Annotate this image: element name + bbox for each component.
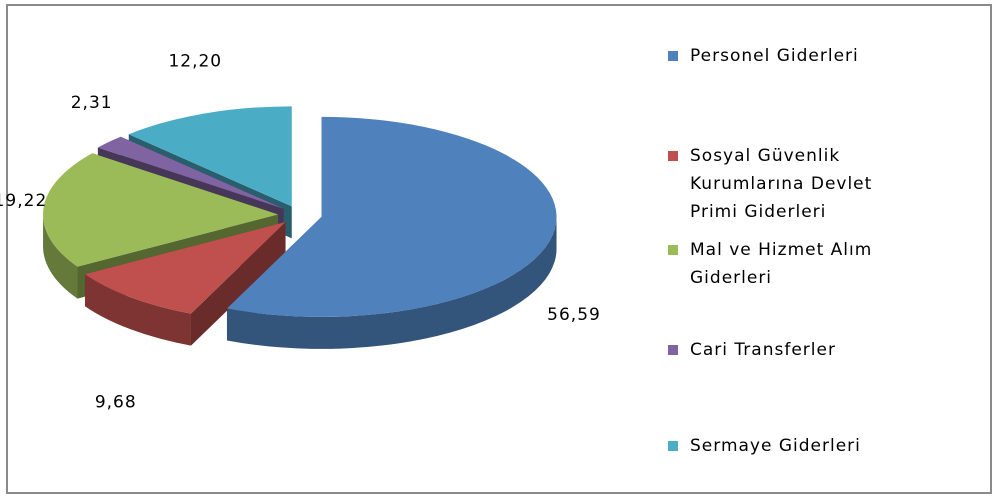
slice-side	[84, 274, 191, 346]
data-label: 19,22	[0, 191, 47, 211]
slice	[97, 136, 284, 209]
legend-label: Mal ve Hizmet Alım Giderleri	[690, 240, 873, 288]
slice	[128, 106, 292, 207]
legend-item: Sermaye Giderleri	[668, 432, 908, 460]
slice	[43, 153, 279, 267]
legend-item: Personel Giderleri	[668, 42, 908, 70]
data-label: 12,20	[168, 52, 222, 72]
slice	[84, 222, 286, 314]
slice-side	[226, 216, 557, 349]
legend-label: Personel Giderleri	[690, 46, 859, 66]
legend-label: Cari Transferler	[690, 340, 836, 360]
data-label: 2,31	[71, 93, 113, 113]
data-label: 56,59	[547, 305, 601, 325]
legend-swatch	[668, 51, 678, 61]
slice-side	[43, 214, 78, 299]
legend-label: Sosyal Güvenlik Kurumlarına Devlet Primi…	[690, 146, 873, 222]
legend-item: Mal ve Hizmet Alım Giderleri	[668, 236, 908, 292]
chart-frame	[6, 4, 992, 494]
legend-swatch	[668, 151, 678, 161]
legend-item: Sosyal Güvenlik Kurumlarına Devlet Primi…	[668, 142, 908, 226]
legend-swatch	[668, 245, 678, 255]
data-label: 9,68	[95, 392, 137, 412]
legend-label: Sermaye Giderleri	[690, 436, 861, 456]
legend-swatch	[668, 441, 678, 451]
legend-item: Cari Transferler	[668, 336, 908, 364]
slice	[226, 116, 557, 317]
legend-swatch	[668, 345, 678, 355]
